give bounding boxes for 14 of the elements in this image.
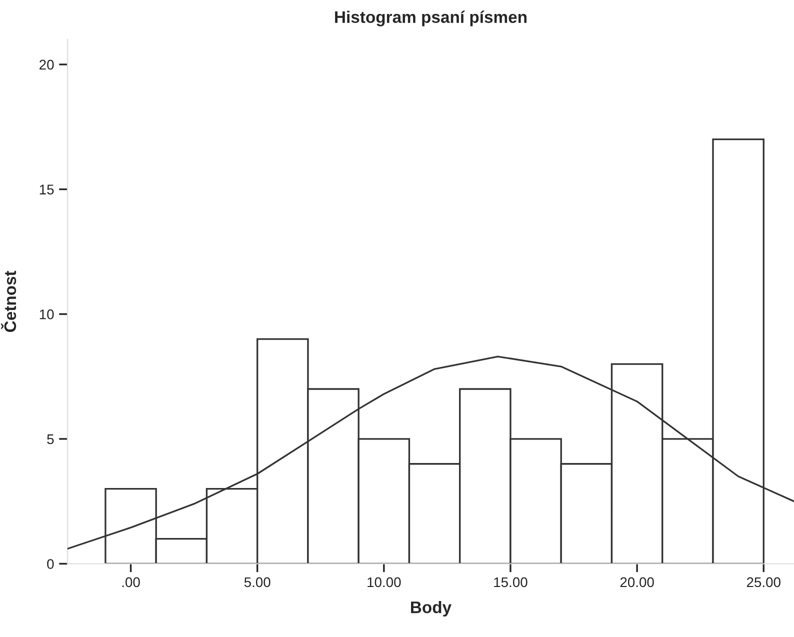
x-tick-label: .00: [122, 577, 140, 588]
y-axis-title: Četnost: [1, 270, 16, 332]
y-tick-label: 5: [47, 434, 54, 444]
x-tick-label: 10.00: [368, 577, 401, 588]
y-tick-label: 20: [40, 60, 54, 70]
x-tick-label: 15.00: [494, 577, 528, 588]
x-tick-label: 20.00: [620, 577, 654, 588]
x-tick-label: 5.00: [244, 577, 270, 588]
x-axis-title: Body: [411, 601, 452, 617]
x-tick-label: 25.00: [746, 577, 780, 588]
chart-title: Histogram psaní písmen: [335, 10, 526, 26]
y-tick-label: 15: [40, 184, 54, 194]
y-tick-label: 0: [47, 559, 54, 569]
y-tick-label: 10: [40, 309, 54, 320]
